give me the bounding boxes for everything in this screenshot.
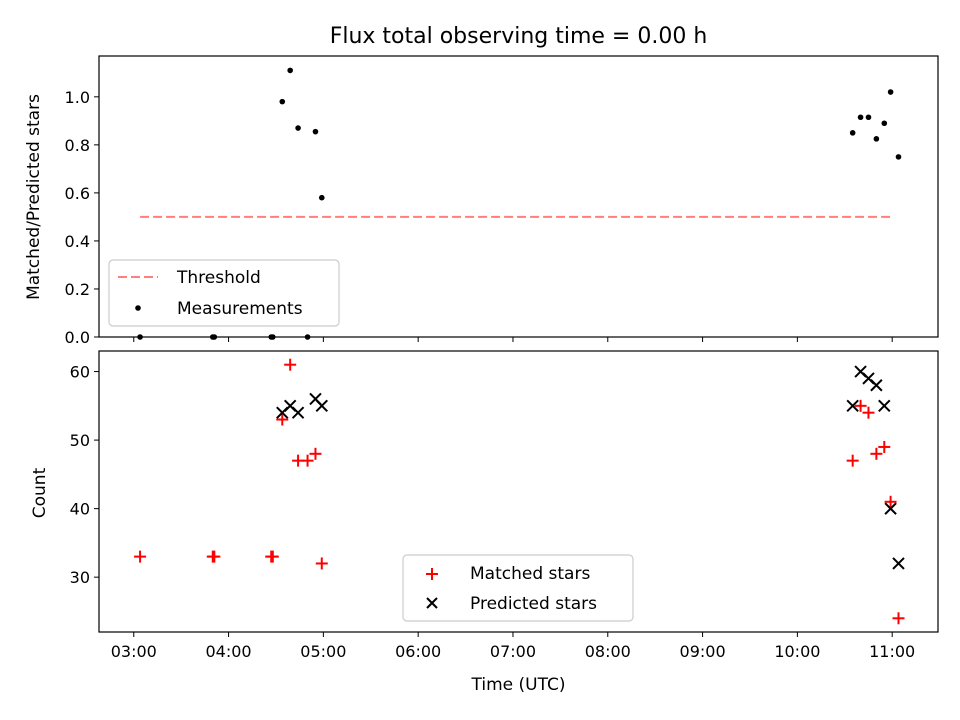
matched-stars-point xyxy=(301,454,314,467)
top-y-tick-label: 1.0 xyxy=(65,88,90,107)
matched-stars-point xyxy=(884,495,897,508)
matched-stars-point xyxy=(315,557,328,570)
measurement-point xyxy=(887,89,894,95)
predicted-stars-legend-swatch xyxy=(426,597,438,609)
bottom-axes-frame xyxy=(98,350,939,633)
measurement-point xyxy=(304,334,311,340)
predicted-stars-point xyxy=(291,406,305,419)
matched-stars-legend-label: Matched stars xyxy=(470,564,590,584)
measurement-point xyxy=(849,130,856,136)
bottom-legend-frame xyxy=(402,554,634,622)
predicted-stars-point xyxy=(878,399,891,413)
matched-stars-point xyxy=(862,406,875,419)
top-y-tick-label: 0.0 xyxy=(65,328,90,347)
measurement-point xyxy=(865,114,872,121)
measurement-point xyxy=(270,334,276,340)
matched-stars-point xyxy=(878,440,891,453)
measurements-legend-label: Measurements xyxy=(177,299,303,319)
x-tick-label: 04:00 xyxy=(206,642,252,661)
x-tick-label: 03:00 xyxy=(111,642,157,661)
predicted-stars-point xyxy=(892,557,905,570)
matched-stars-point xyxy=(870,447,883,460)
measurement-point xyxy=(857,114,864,121)
matched-stars-point xyxy=(276,413,289,426)
top-legend-frame xyxy=(108,259,340,327)
measurements-legend-swatch xyxy=(135,305,141,311)
top-y-tick-label: 0.4 xyxy=(65,232,90,251)
predicted-stars-legend-label: Predicted stars xyxy=(470,594,597,614)
x-tick-label: 11:00 xyxy=(869,642,915,661)
matched-stars-point xyxy=(134,550,147,563)
predicted-stars-point xyxy=(884,502,897,515)
bottom-y-tick-label: 30 xyxy=(70,568,90,587)
measurement-point xyxy=(312,128,319,135)
top-y-tick-label: 0.6 xyxy=(65,184,90,203)
matched-stars-point xyxy=(266,550,279,563)
measurement-point xyxy=(137,334,143,340)
matched-stars-point xyxy=(846,454,859,467)
x-tick-label: 10:00 xyxy=(774,642,820,661)
bottom-y-axis-label: Count xyxy=(30,467,50,518)
top-y-axis-label: Matched/Predicted stars xyxy=(24,94,44,300)
measurement-point xyxy=(318,194,325,201)
threshold-legend-label: Threshold xyxy=(176,268,261,288)
matched-stars-point xyxy=(309,447,322,460)
chart-title: Flux total observing time = 0.00 h xyxy=(330,24,708,49)
matched-stars-point xyxy=(892,612,905,625)
measurement-point xyxy=(279,98,286,105)
top-legend: Threshold Measurements xyxy=(108,259,340,327)
x-axis-label: Time (UTC) xyxy=(471,675,566,695)
x-tick-label: 06:00 xyxy=(395,642,441,661)
predicted-stars-point xyxy=(315,399,328,413)
x-tick-label: 08:00 xyxy=(585,642,631,661)
measurement-point xyxy=(895,154,902,160)
bottom-y-tick-label: 60 xyxy=(70,363,90,382)
bottom-plot-area: 30 40 50 60 03:00 04:00 05:00 06:00 07:00 08:00 09… xyxy=(70,350,939,661)
measurement-point xyxy=(873,136,880,142)
x-tick-label: 07:00 xyxy=(490,642,536,661)
x-tick-label: 05:00 xyxy=(300,642,346,661)
predicted-stars-point xyxy=(846,399,859,413)
top-y-tick-label: 0.2 xyxy=(65,280,90,299)
x-tick-label: 09:00 xyxy=(680,642,726,661)
measurement-point xyxy=(287,67,293,74)
top-axes-frame xyxy=(98,55,939,338)
measurement-point xyxy=(211,334,218,340)
measurement-point xyxy=(881,120,888,127)
top-plot-area: 0.0 0.2 0.4 0.6 0.8 1.0 xyxy=(65,55,939,347)
measurement-point xyxy=(295,125,301,131)
bottom-y-tick-label: 50 xyxy=(70,431,90,450)
matched-stars-point xyxy=(284,358,297,371)
bottom-y-tick-label: 40 xyxy=(70,500,90,519)
bottom-legend: Matched stars Predicted stars xyxy=(402,554,634,622)
matched-stars-point xyxy=(208,550,221,563)
matched-stars-point xyxy=(854,399,867,412)
top-y-tick-label: 0.8 xyxy=(65,136,90,155)
predicted-stars-point xyxy=(870,379,883,392)
matched-stars-legend-swatch xyxy=(426,568,438,580)
